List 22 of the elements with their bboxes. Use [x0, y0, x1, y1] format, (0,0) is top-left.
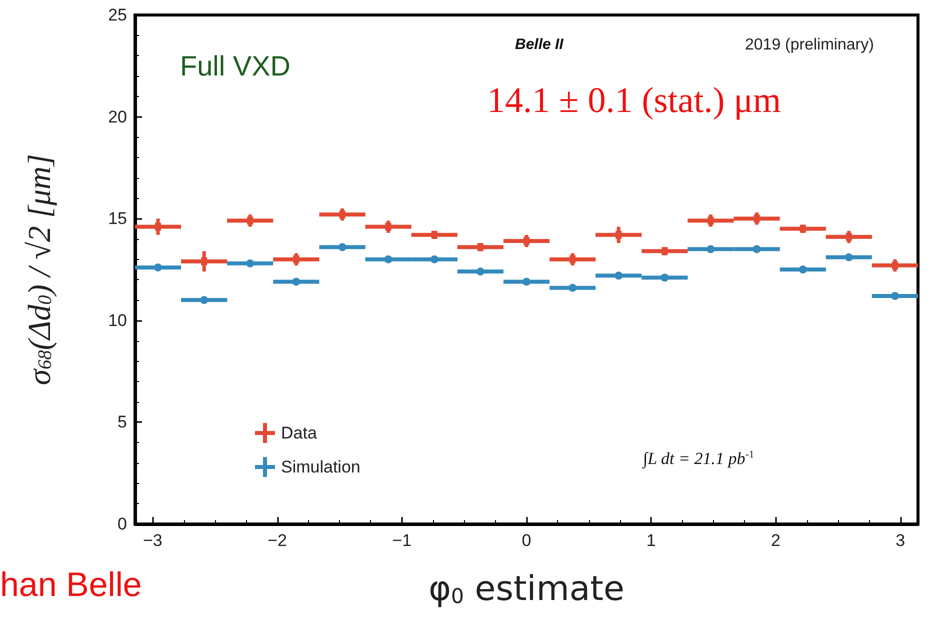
y-axis-title: σ68(Δd0) / √2 [μm] [21, 154, 57, 386]
x-axis-title: φ0 estimate [428, 569, 624, 609]
annotation: 2019 (preliminary) [745, 36, 874, 54]
y-tick-label: 25 [108, 6, 127, 24]
annotation: 14.1 ± 0.1 (stat.) μm [487, 80, 782, 120]
y-tick-label: 0 [118, 514, 127, 534]
annotation: Full VXD [180, 50, 290, 82]
annotation: Belle II [515, 36, 564, 53]
legend-label: Simulation [281, 458, 360, 476]
y-tick-label: 10 [108, 310, 127, 330]
y-tick-label: 20 [108, 107, 127, 126]
y-tick-label: 5 [118, 412, 127, 432]
x-tick-label: 3 [896, 531, 906, 550]
x-tick-label: 2 [771, 531, 780, 550]
x-tick-label: 1 [646, 531, 656, 550]
x-tick-label: −2 [268, 531, 287, 550]
legend-label: Data [281, 424, 318, 442]
x-tick-label: 0 [522, 531, 532, 550]
y-tick-label: 15 [108, 209, 127, 228]
text: han Belle [0, 566, 142, 604]
x-tick-label: −1 [392, 531, 412, 550]
x-tick-label: −3 [142, 531, 162, 550]
